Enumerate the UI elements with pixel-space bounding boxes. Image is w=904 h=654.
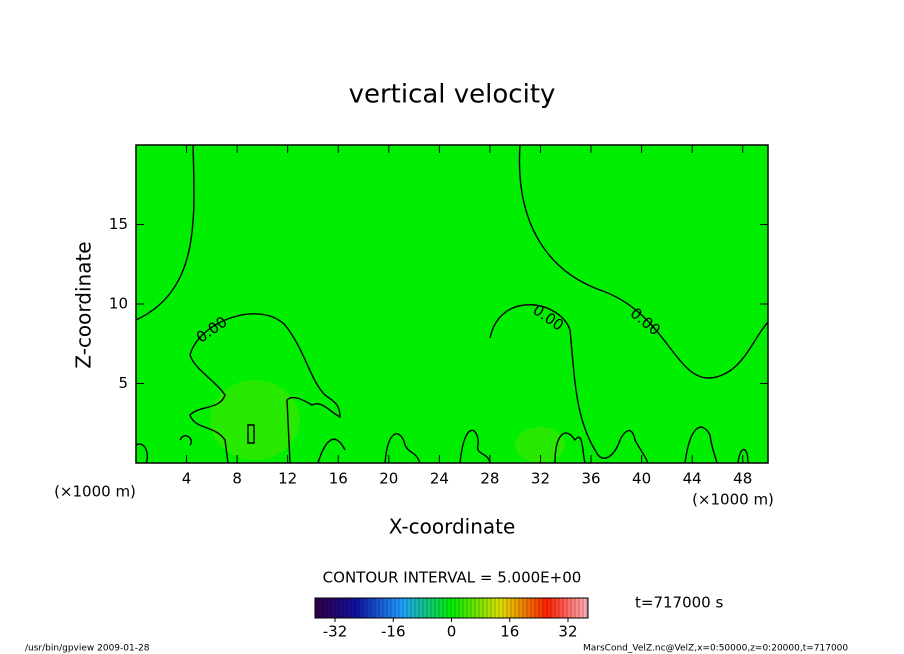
y-unit: (×1000 m) <box>54 483 136 501</box>
contour-line <box>554 432 586 464</box>
x-tick-label: 48 <box>733 470 752 488</box>
x-unit: (×1000 m) <box>692 491 774 509</box>
contour-line <box>189 354 229 464</box>
x-tick-label: 12 <box>278 470 297 488</box>
x-tick-label: 16 <box>329 470 348 488</box>
contour-line <box>684 426 718 464</box>
contour-line <box>619 429 649 464</box>
time-label: t=717000 s <box>635 594 723 612</box>
x-tick-label: 36 <box>581 470 600 488</box>
footer-right: MarsCond_VelZ.nc@VelZ,x=0:50000,z=0:2000… <box>583 644 848 654</box>
contour-line <box>459 429 491 464</box>
contour-line <box>179 435 192 446</box>
y-tick-label: 10 <box>109 295 128 313</box>
chart-title: vertical velocity <box>349 80 556 110</box>
contour-line <box>737 448 749 464</box>
contour-line <box>384 433 421 464</box>
y-tick-label: 15 <box>109 215 128 233</box>
x-tick-label: 28 <box>480 470 499 488</box>
contour-line <box>518 144 769 379</box>
contour-line <box>247 424 255 444</box>
y-axis-label: Z-coordinate <box>72 241 96 368</box>
colorbar-tick-label: 32 <box>558 623 577 641</box>
x-tick-label: 44 <box>683 470 702 488</box>
contour-line <box>317 438 346 464</box>
footer-left: /usr/bin/gpview 2009-01-28 <box>25 644 150 654</box>
x-tick-label: 8 <box>232 470 242 488</box>
x-tick-label: 32 <box>531 470 550 488</box>
x-tick-label: 40 <box>632 470 651 488</box>
field <box>136 145 768 463</box>
y-tick-label: 5 <box>118 374 128 392</box>
colorbar-tick-label: -16 <box>381 623 406 641</box>
colorbar-tick-label: -32 <box>323 623 348 641</box>
field-tint <box>210 380 300 460</box>
x-tick-label: 4 <box>182 470 192 488</box>
contour-line <box>489 304 621 459</box>
contour-interval: CONTOUR INTERVAL = 5.000E+00 <box>323 569 582 587</box>
colorbar-tick-label: 0 <box>447 623 457 641</box>
colorbar-tick-label: 16 <box>500 623 519 641</box>
contour-line <box>189 313 341 464</box>
x-tick-label: 24 <box>430 470 449 488</box>
x-axis-label: X-coordinate <box>389 515 516 539</box>
contour-line <box>135 443 149 464</box>
x-tick-label: 20 <box>379 470 398 488</box>
field-tint <box>515 427 565 463</box>
contour-line <box>135 144 195 321</box>
